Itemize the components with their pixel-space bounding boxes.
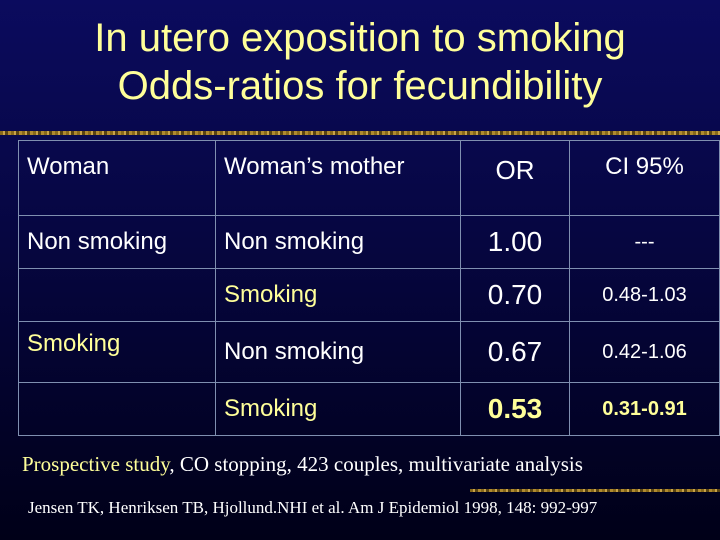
cell-woman: Non smoking (18, 215, 216, 269)
cell-mother: Smoking (215, 382, 461, 436)
table-row: Smoking 0.53 0.31-0.91 (18, 382, 720, 436)
title-line-2: Odds-ratios for fecundibility (117, 64, 603, 108)
table-row: Non smoking Non smoking 1.00 --- (18, 215, 720, 269)
study-footnote: Prospective study, CO stopping, 423 coup… (22, 452, 712, 477)
cell-or: 0.67 (460, 321, 570, 383)
header-or: OR (460, 140, 570, 216)
cell-ci: --- (569, 215, 720, 269)
gold-divider-top (0, 131, 720, 135)
cell-or: 0.53 (460, 382, 570, 436)
odds-ratio-table: Woman Woman’s mother OR CI 95% Non smoki… (18, 140, 720, 436)
cell-ci: 0.42-1.06 (569, 321, 720, 383)
footnote-rest: , CO stopping, 423 couples, multivariate… (169, 452, 583, 476)
footnote-highlight: Prospective study (22, 452, 170, 476)
gold-divider-bottom (470, 489, 720, 492)
table-row: Smoking 0.70 0.48-1.03 (18, 268, 720, 322)
cell-mother: Smoking (215, 268, 461, 322)
cell-mother: Non smoking (215, 321, 461, 383)
cell-ci: 0.31-0.91 (569, 382, 720, 436)
slide-title: In utero exposition to smoking Odds-rati… (0, 14, 720, 110)
title-line-1: In utero exposition to smoking (94, 16, 626, 60)
table-row: Smoking Non smoking 0.67 0.42-1.06 (18, 321, 720, 383)
cell-or: 1.00 (460, 215, 570, 269)
cell-or: 0.70 (460, 268, 570, 322)
header-ci: CI 95% (569, 140, 720, 216)
cell-woman-empty (18, 382, 216, 436)
header-woman: Woman (18, 140, 216, 216)
cell-woman: Smoking (18, 321, 216, 383)
citation: Jensen TK, Henriksen TB, Hjollund.NHI et… (28, 498, 598, 517)
cell-ci: 0.48-1.03 (569, 268, 720, 322)
cell-mother: Non smoking (215, 215, 461, 269)
header-womans-mother: Woman’s mother (215, 140, 461, 216)
cell-woman-empty (18, 268, 216, 322)
table-header-row: Woman Woman’s mother OR CI 95% (18, 140, 720, 216)
